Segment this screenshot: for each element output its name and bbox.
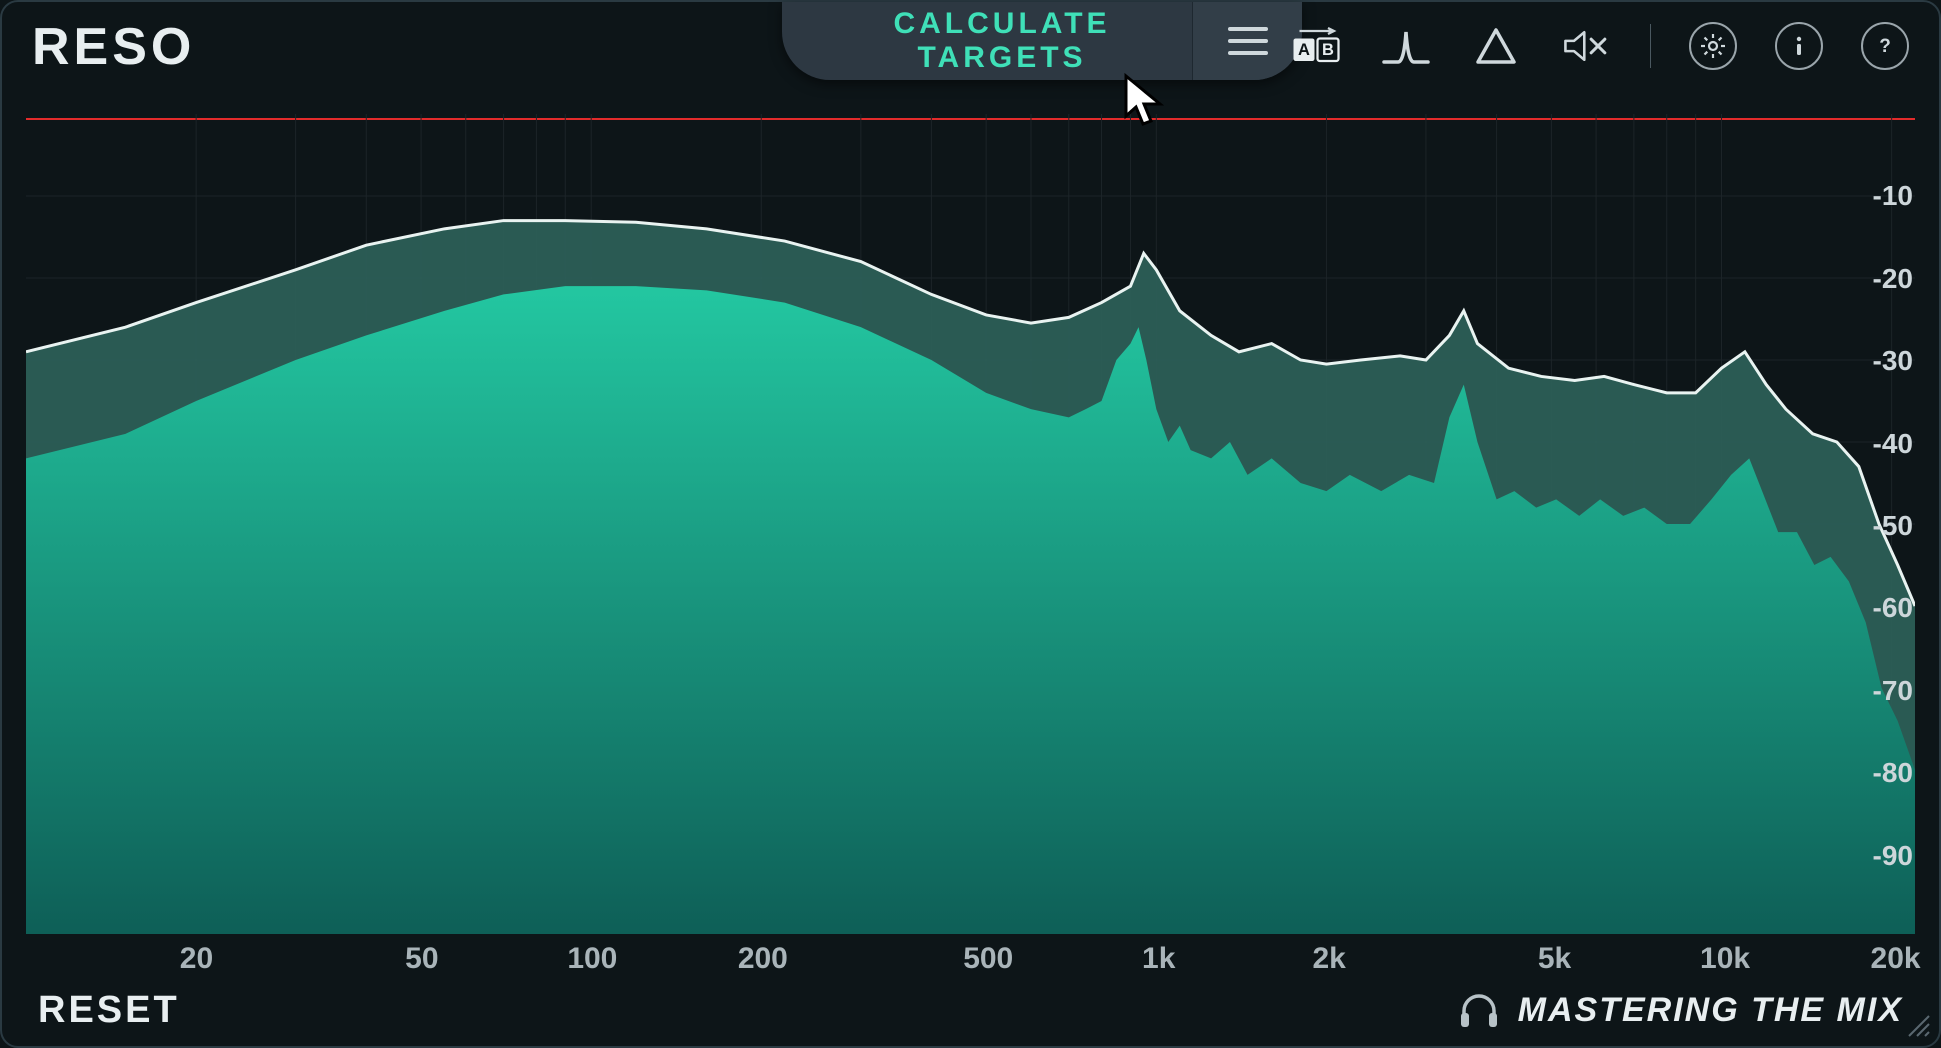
headphones-icon: [1458, 989, 1500, 1031]
x-tick-label: 10k: [1700, 942, 1750, 976]
svg-text:A: A: [1298, 41, 1310, 59]
settings-gear-icon[interactable]: [1689, 22, 1737, 70]
calculate-targets-pill: CALCULATE TARGETS: [782, 2, 1302, 80]
help-icon[interactable]: ?: [1861, 22, 1909, 70]
resize-grip[interactable]: [1903, 1010, 1931, 1038]
ab-compare-icon[interactable]: A B: [1290, 20, 1342, 72]
x-tick-label: 20k: [1871, 942, 1921, 976]
x-tick-label: 2k: [1313, 942, 1346, 976]
svg-text:?: ?: [1879, 36, 1891, 57]
x-tick-label: 50: [405, 942, 438, 976]
y-tick-label: -90: [1873, 840, 1913, 872]
y-tick-label: -30: [1873, 345, 1913, 377]
footer-bar: RESET MASTERING THE MIX: [2, 974, 1939, 1046]
x-tick-label: 100: [567, 942, 617, 976]
x-tick-label: 5k: [1538, 942, 1571, 976]
mute-icon[interactable]: [1560, 20, 1612, 72]
y-tick-label: -40: [1873, 428, 1913, 460]
reset-button[interactable]: RESET: [38, 989, 180, 1032]
hamburger-icon: [1226, 24, 1270, 58]
resonance-bell-icon[interactable]: [1380, 20, 1432, 72]
calculate-targets-button[interactable]: CALCULATE TARGETS: [782, 7, 1192, 75]
plugin-window: RESO CALCULATE TARGETS A B: [0, 0, 1941, 1048]
delta-triangle-icon[interactable]: [1470, 20, 1522, 72]
y-tick-label: -60: [1873, 592, 1913, 624]
company-brand[interactable]: MASTERING THE MIX: [1458, 989, 1903, 1031]
company-name: MASTERING THE MIX: [1518, 991, 1903, 1030]
x-tick-label: 1k: [1142, 942, 1175, 976]
spectrum-analyzer[interactable]: [26, 114, 1915, 934]
toolbar-divider: [1650, 24, 1651, 68]
x-tick-label: 200: [738, 942, 788, 976]
svg-text:B: B: [1322, 41, 1334, 59]
y-tick-label: -20: [1873, 263, 1913, 295]
x-tick-label: 500: [963, 942, 1013, 976]
info-icon[interactable]: [1775, 22, 1823, 70]
x-tick-label: 20: [180, 942, 213, 976]
y-tick-label: -10: [1873, 180, 1913, 212]
toolbar: A B: [1290, 20, 1909, 72]
y-tick-label: -70: [1873, 675, 1913, 707]
y-tick-label: -50: [1873, 510, 1913, 542]
y-tick-label: -80: [1873, 757, 1913, 789]
plugin-title: RESO: [32, 17, 195, 77]
